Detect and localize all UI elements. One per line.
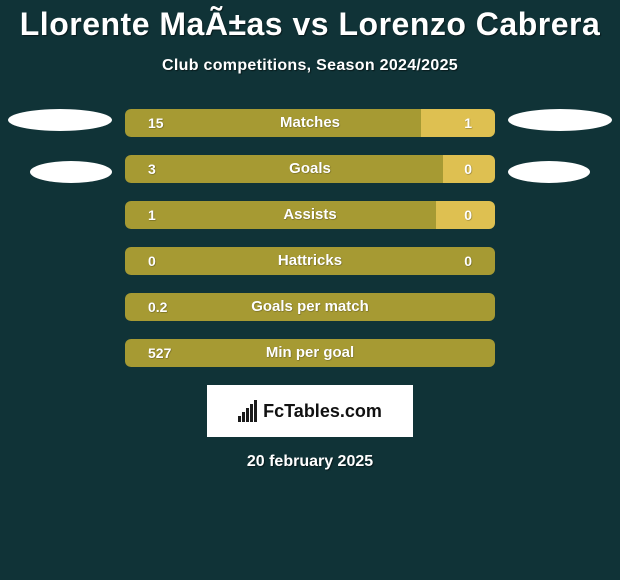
- stat-value-right: 0: [464, 247, 472, 275]
- stat-row: 10Assists: [0, 201, 620, 229]
- stat-row: 30Goals: [0, 155, 620, 183]
- page-title: Llorente MaÃ±as vs Lorenzo Cabrera: [0, 6, 620, 43]
- stat-value-right: 1: [464, 109, 472, 137]
- stat-bar-left: [125, 155, 443, 183]
- comparison-card: Llorente MaÃ±as vs Lorenzo Cabrera Club …: [0, 0, 620, 580]
- stat-bar: [125, 339, 495, 367]
- bar-chart-icon: [238, 400, 257, 422]
- stat-bar: [125, 155, 495, 183]
- stat-bar-left: [125, 293, 495, 321]
- stat-bar-left: [125, 109, 421, 137]
- stat-bar: [125, 109, 495, 137]
- stat-value-left: 3: [148, 155, 156, 183]
- stat-row: 00Hattricks: [0, 247, 620, 275]
- subtitle: Club competitions, Season 2024/2025: [0, 57, 620, 75]
- stat-value-left: 1: [148, 201, 156, 229]
- brand-badge: FcTables.com: [207, 385, 413, 437]
- stat-value-right: 0: [464, 201, 472, 229]
- stat-bar-left: [125, 339, 495, 367]
- stat-row: 0.2Goals per match: [0, 293, 620, 321]
- player1-name: Llorente MaÃ±as: [20, 6, 283, 42]
- stat-bar: [125, 247, 495, 275]
- stat-row: 151Matches: [0, 109, 620, 137]
- stat-row: 527Min per goal: [0, 339, 620, 367]
- stat-bar-left: [125, 201, 436, 229]
- stat-bar: [125, 201, 495, 229]
- stat-bar-left: [125, 247, 495, 275]
- vs-label: vs: [292, 6, 329, 42]
- stat-value-right: 0: [464, 155, 472, 183]
- stat-bar: [125, 293, 495, 321]
- date-label: 20 february 2025: [0, 453, 620, 471]
- stat-value-left: 0: [148, 247, 156, 275]
- stat-bar-right: [421, 109, 495, 137]
- brand-text: FcTables.com: [263, 401, 382, 422]
- stat-value-left: 15: [148, 109, 164, 137]
- player2-name: Lorenzo Cabrera: [338, 6, 600, 42]
- stat-value-left: 527: [148, 339, 171, 367]
- stat-value-left: 0.2: [148, 293, 167, 321]
- stats-rows: 151Matches30Goals10Assists00Hattricks0.2…: [0, 109, 620, 367]
